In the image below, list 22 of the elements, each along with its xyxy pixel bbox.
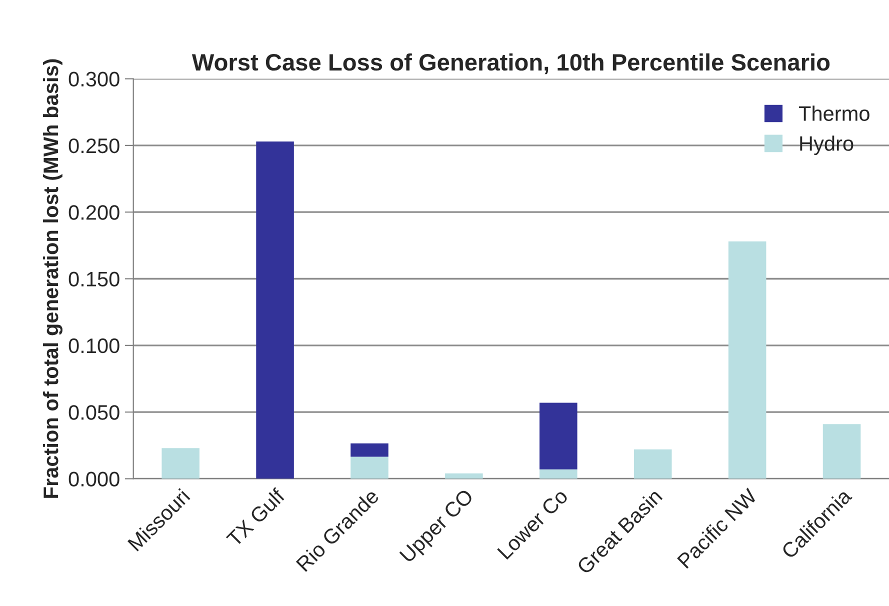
chart-title: Worst Case Loss of Generation, 10th Percentile Scenario xyxy=(192,53,830,74)
legend-label: Hydro xyxy=(800,136,854,156)
y-tick-label: 0.000 xyxy=(68,472,120,486)
bar xyxy=(728,241,766,479)
legend-label: Thermo xyxy=(798,106,870,121)
bar xyxy=(634,449,672,479)
y-tick-label: 0.100 xyxy=(68,338,120,354)
y-tick-label: 0.050 xyxy=(68,405,120,420)
bar xyxy=(540,402,578,470)
y-axis-title: Fraction of total generation lost (MWh basis) xyxy=(42,59,62,498)
bar xyxy=(256,141,294,479)
bar xyxy=(540,469,578,479)
bar xyxy=(822,424,861,479)
bar xyxy=(350,443,388,457)
y-tick-label: 0.300 xyxy=(68,72,120,87)
y-tick-label: 0.200 xyxy=(68,205,120,220)
bar xyxy=(445,473,483,479)
y-tick-label: 0.250 xyxy=(68,138,120,154)
y-tick-label: 0.150 xyxy=(68,272,120,287)
bar xyxy=(350,456,388,479)
x-tick-label: TX Gulf xyxy=(225,487,286,548)
bar xyxy=(162,448,200,479)
